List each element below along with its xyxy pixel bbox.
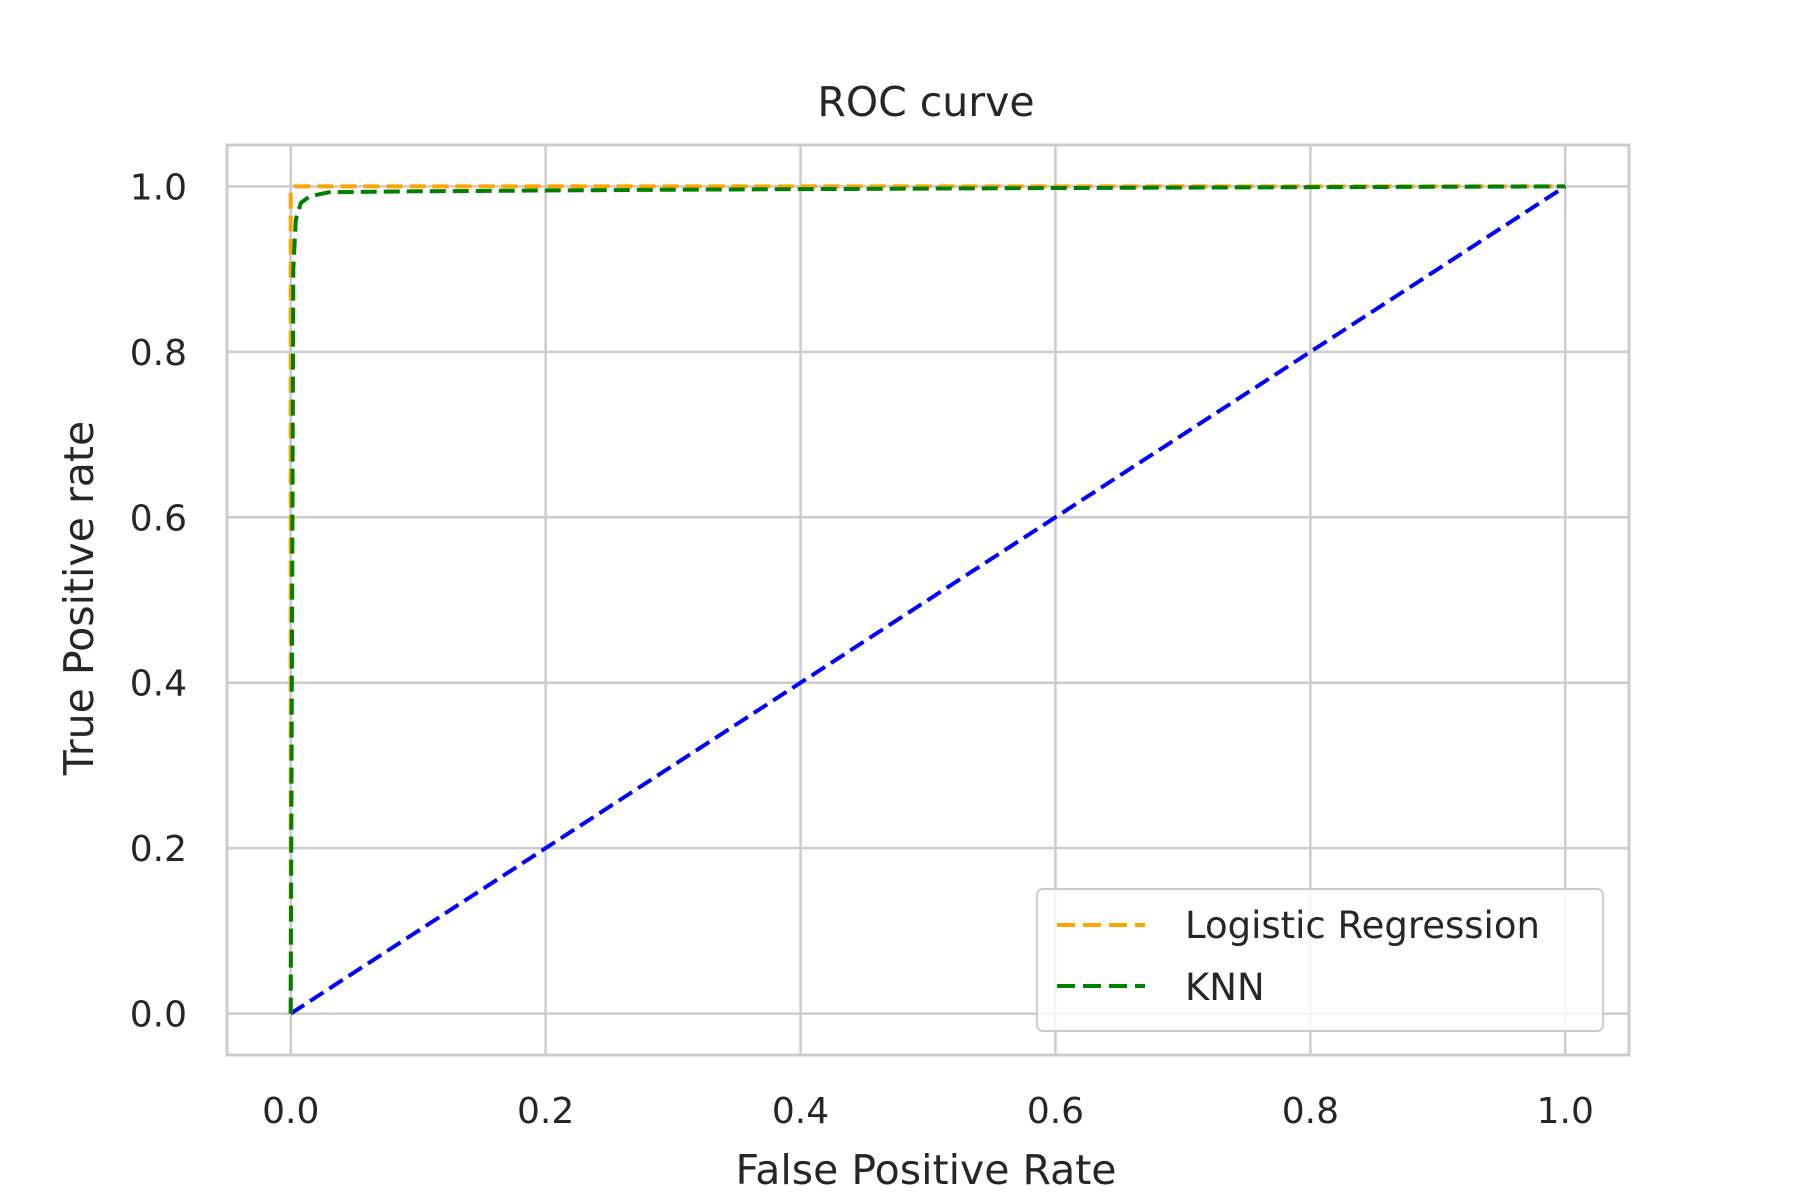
y-axis-label: True Positive rate <box>55 421 103 777</box>
logistic-regression-curve <box>288 184 1566 1014</box>
y-tick-labels: 0.0 0.2 0.4 0.6 0.8 1.0 <box>130 167 187 1035</box>
y-tick-label: 0.0 <box>130 995 187 1036</box>
x-axis-label: False Positive Rate <box>735 1146 1116 1194</box>
series-layer <box>288 184 1567 1016</box>
x-tick-label: 0.6 <box>1027 1091 1084 1132</box>
legend-label-knn: KNN <box>1185 966 1265 1009</box>
x-tick-label: 0.8 <box>1282 1091 1339 1132</box>
legend-box <box>1036 888 1604 1032</box>
legend: Logistic Regression KNN <box>1036 888 1604 1032</box>
y-tick-label: 0.6 <box>130 498 187 539</box>
grid-lines <box>227 145 1629 1055</box>
x-tick-label: 0.0 <box>262 1091 319 1132</box>
chart-title: ROC curve <box>817 78 1034 126</box>
x-tick-labels: 0.0 0.2 0.4 0.6 0.8 1.0 <box>262 1091 1594 1132</box>
x-tick-label: 0.2 <box>517 1091 574 1132</box>
y-tick-label: 0.8 <box>130 333 187 374</box>
legend-label-logistic-regression: Logistic Regression <box>1185 904 1540 947</box>
random-baseline-line <box>289 184 1567 1016</box>
y-tick-label: 0.2 <box>130 829 187 870</box>
y-tick-label: 0.4 <box>130 664 187 705</box>
y-tick-label: 1.0 <box>130 167 187 208</box>
x-tick-label: 1.0 <box>1537 1091 1594 1132</box>
knn-curve <box>288 184 1566 1014</box>
x-tick-label: 0.4 <box>772 1091 829 1132</box>
plot-frame <box>225 143 1631 1057</box>
